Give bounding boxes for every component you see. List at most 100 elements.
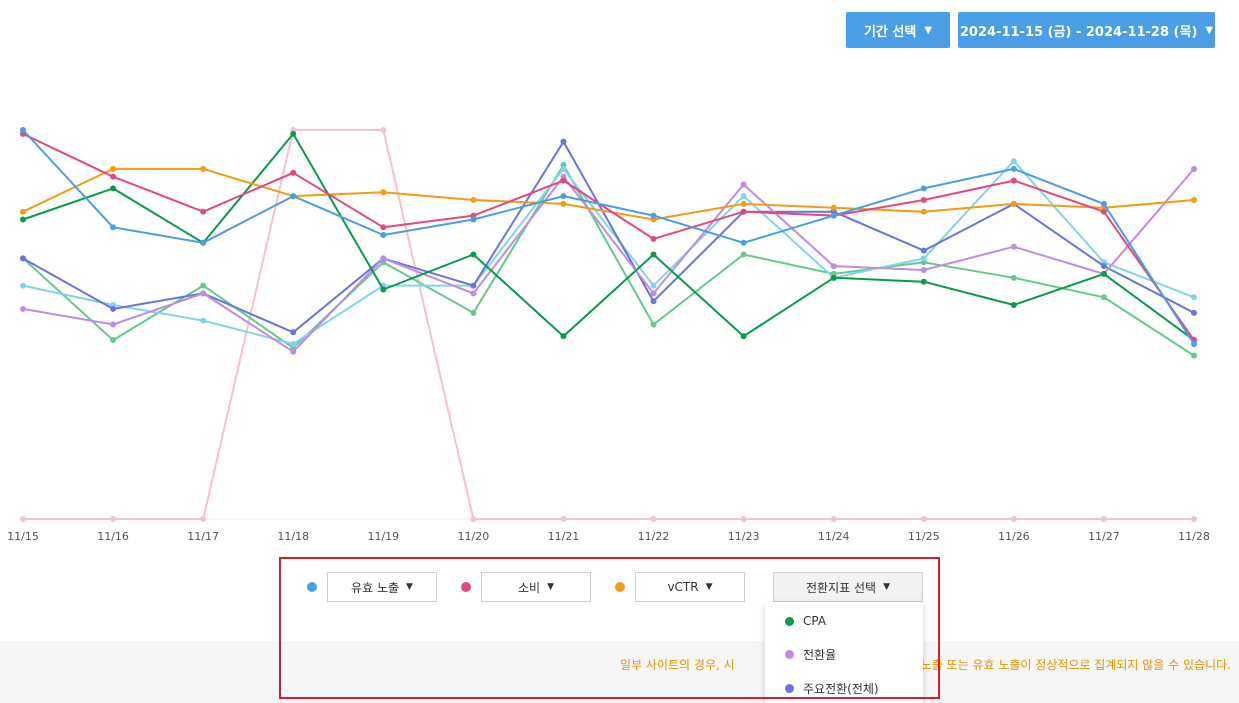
data-point[interactable] [470, 516, 477, 522]
data-point[interactable] [200, 282, 207, 289]
data-point[interactable] [1191, 340, 1197, 347]
data-point[interactable] [920, 278, 927, 285]
data-point[interactable] [290, 169, 297, 176]
data-point[interactable] [200, 208, 207, 215]
data-point[interactable] [470, 197, 477, 204]
data-point[interactable] [560, 516, 567, 522]
data-point[interactable] [200, 516, 207, 522]
dropdown-item-cpa[interactable]: CPA [765, 607, 923, 635]
data-point[interactable] [1100, 270, 1107, 277]
data-point[interactable] [1100, 294, 1107, 301]
dropdown-item-main-conversion[interactable]: 주요전환(전체) [765, 674, 923, 702]
data-point[interactable] [290, 348, 297, 355]
data-point[interactable] [1191, 197, 1197, 204]
data-point[interactable] [740, 193, 747, 200]
data-point[interactable] [290, 193, 297, 200]
data-point[interactable] [830, 516, 837, 522]
data-point[interactable] [830, 263, 837, 270]
data-point[interactable] [110, 337, 117, 344]
data-point[interactable] [200, 317, 207, 324]
data-point[interactable] [740, 516, 747, 522]
data-point[interactable] [1191, 294, 1197, 301]
data-point[interactable] [20, 516, 26, 522]
data-point[interactable] [560, 200, 567, 207]
data-point[interactable] [920, 185, 927, 192]
data-point[interactable] [1100, 200, 1107, 207]
data-point[interactable] [560, 138, 567, 145]
data-point[interactable] [110, 305, 117, 312]
data-point[interactable] [830, 204, 837, 211]
data-point[interactable] [290, 329, 297, 336]
data-point[interactable] [470, 290, 477, 297]
data-point[interactable] [650, 235, 657, 242]
data-point[interactable] [20, 216, 26, 223]
data-point[interactable] [200, 239, 207, 246]
data-point[interactable] [200, 290, 207, 297]
data-point[interactable] [740, 200, 747, 207]
data-point[interactable] [740, 181, 747, 188]
data-point[interactable] [560, 165, 567, 172]
data-point[interactable] [650, 251, 657, 258]
data-point[interactable] [650, 298, 657, 305]
data-point[interactable] [110, 516, 117, 522]
data-point[interactable] [20, 282, 26, 289]
metric-select-vctr[interactable]: vCTR ▼ [635, 572, 745, 602]
data-point[interactable] [20, 305, 26, 312]
data-point[interactable] [470, 282, 477, 289]
data-point[interactable] [380, 224, 387, 231]
data-point[interactable] [380, 255, 387, 262]
data-point[interactable] [1010, 200, 1017, 207]
data-point[interactable] [470, 309, 477, 316]
data-point[interactable] [560, 333, 567, 340]
data-point[interactable] [110, 173, 117, 180]
data-point[interactable] [830, 274, 837, 281]
data-point[interactable] [20, 127, 26, 133]
data-point[interactable] [740, 239, 747, 246]
date-range-button[interactable]: 2024-11-15 (금) - 2024-11-28 (목) ▼ [958, 12, 1215, 48]
data-point[interactable] [380, 232, 387, 239]
data-point[interactable] [560, 177, 567, 184]
data-point[interactable] [740, 251, 747, 258]
data-point[interactable] [920, 208, 927, 215]
data-point[interactable] [1100, 263, 1107, 270]
data-point[interactable] [1010, 158, 1017, 165]
data-point[interactable] [920, 516, 927, 522]
data-point[interactable] [380, 189, 387, 196]
data-point[interactable] [650, 282, 657, 289]
data-point[interactable] [380, 286, 387, 293]
metric-select-impressions[interactable]: 유효 노출 ▼ [327, 572, 437, 602]
data-point[interactable] [1010, 165, 1017, 172]
data-point[interactable] [650, 321, 657, 328]
data-point[interactable] [20, 208, 26, 215]
data-point[interactable] [740, 333, 747, 340]
data-point[interactable] [110, 224, 117, 231]
data-point[interactable] [740, 208, 747, 215]
data-point[interactable] [920, 267, 927, 274]
data-point[interactable] [1010, 274, 1017, 281]
data-point[interactable] [1191, 309, 1197, 316]
dropdown-item-conversion-rate[interactable]: 전환율 [765, 640, 923, 668]
data-point[interactable] [920, 247, 927, 254]
data-point[interactable] [380, 127, 387, 133]
data-point[interactable] [110, 321, 117, 328]
data-point[interactable] [1100, 208, 1107, 215]
data-point[interactable] [1010, 302, 1017, 309]
data-point[interactable] [290, 130, 297, 137]
data-point[interactable] [650, 212, 657, 219]
data-point[interactable] [920, 197, 927, 204]
data-point[interactable] [1010, 516, 1017, 522]
data-point[interactable] [1191, 516, 1197, 522]
data-point[interactable] [1010, 243, 1017, 250]
data-point[interactable] [1191, 165, 1197, 172]
data-point[interactable] [830, 212, 837, 219]
data-point[interactable] [200, 165, 207, 172]
conversion-metric-select[interactable]: 전환지표 선택 ▼ [773, 572, 923, 602]
data-point[interactable] [290, 340, 297, 347]
data-point[interactable] [1010, 177, 1017, 184]
data-point[interactable] [110, 165, 117, 172]
data-point[interactable] [470, 251, 477, 258]
data-point[interactable] [650, 290, 657, 297]
data-point[interactable] [20, 255, 26, 262]
data-point[interactable] [650, 516, 657, 522]
data-point[interactable] [560, 193, 567, 200]
